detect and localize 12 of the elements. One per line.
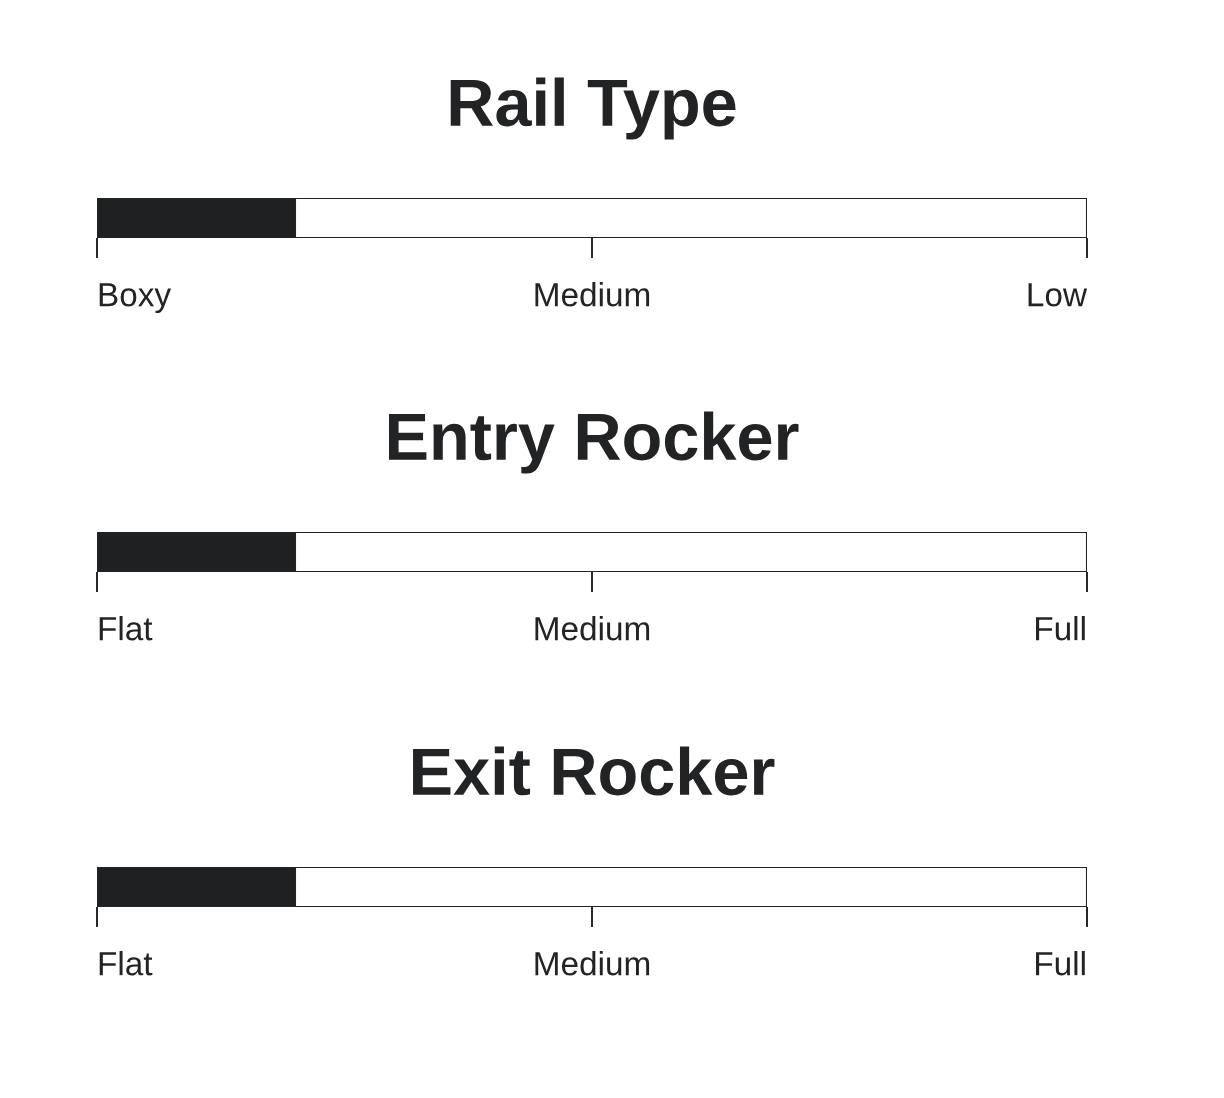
text: Medium bbox=[535, 616, 650, 641]
text: Medium bbox=[535, 282, 650, 307]
text: Medium bbox=[535, 951, 650, 976]
text: Flat bbox=[99, 951, 153, 976]
text: Flat bbox=[99, 616, 153, 641]
chart-title: Exit Rocker bbox=[413, 746, 775, 796]
text: Full bbox=[1036, 951, 1085, 976]
text: Full bbox=[1036, 616, 1085, 641]
chart-title: Entry Rocker bbox=[388, 411, 799, 474]
text: Boxy bbox=[99, 283, 172, 314]
chart-title: Rail Type bbox=[450, 77, 736, 140]
text: Low bbox=[1028, 283, 1088, 307]
